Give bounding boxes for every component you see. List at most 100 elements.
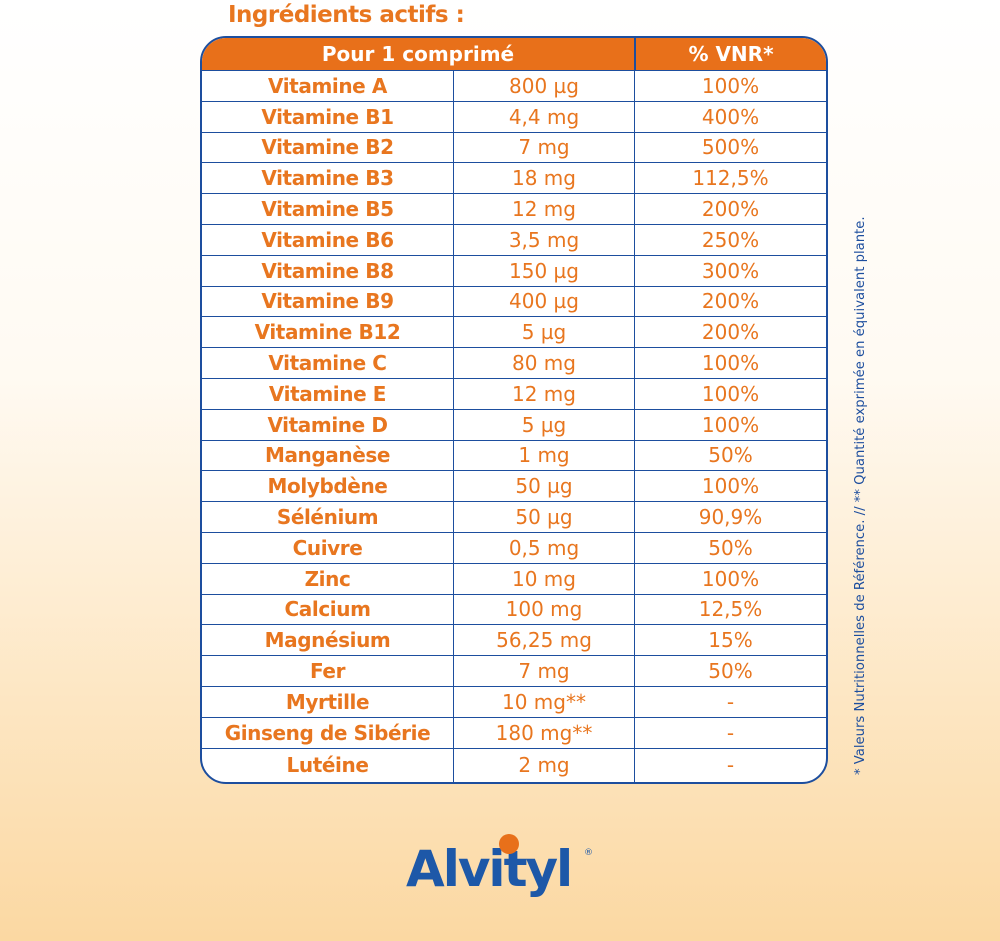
ingredient-name: Calcium xyxy=(202,594,454,625)
table-row: Vitamine B9 400 µg 200% xyxy=(202,285,826,317)
table-row: Manganèse 1 mg 50% xyxy=(202,439,826,471)
section-title: Ingrédients actifs : xyxy=(228,2,465,28)
ingredient-name: Manganèse xyxy=(202,440,454,471)
ingredient-vnr: 112,5% xyxy=(692,166,769,191)
ingredient-name: Fer xyxy=(202,656,454,686)
ingredient-vnr: 250% xyxy=(701,227,760,252)
ingredient-amount: 12 mg xyxy=(454,378,635,409)
table-header: Pour 1 comprimé % VNR* xyxy=(202,38,826,70)
ingredient-amount: 3,5 mg xyxy=(454,224,635,255)
table-row: Fer 7 mg 50% xyxy=(202,655,826,686)
ingredient-vnr: 50% xyxy=(708,443,753,468)
footnote: * Valeurs Nutritionnelles de Référence. … xyxy=(853,216,868,775)
ingredient-amount: 12 mg xyxy=(454,194,635,224)
table-row: Calcium 100 mg 12,5% xyxy=(202,593,826,625)
ingredient-vnr: - xyxy=(726,689,735,714)
ingredient-name: Vitamine B12 xyxy=(202,317,454,348)
ingredient-name: Vitamine B3 xyxy=(202,163,454,194)
ingredient-amount: 5 µg xyxy=(454,317,635,348)
ingredient-name: Myrtille xyxy=(202,686,454,717)
ingredient-name: Vitamine B8 xyxy=(202,255,454,286)
table-row: Lutéine 2 mg - xyxy=(202,747,826,782)
ingredient-vnr: 200% xyxy=(701,197,760,222)
ingredient-name: Vitamine D xyxy=(202,409,454,440)
ingredient-name: Molybdène xyxy=(202,471,454,502)
ingredient-vnr: 100% xyxy=(701,381,760,406)
ingredient-amount: 0,5 mg xyxy=(454,532,635,563)
ingredient-amount: 4,4 mg xyxy=(454,101,635,132)
ingredient-vnr: 100% xyxy=(701,474,760,499)
ingredient-amount: 10 mg** xyxy=(454,686,635,717)
ingredient-vnr: 90,9% xyxy=(698,505,763,530)
table-row: Vitamine B1 4,4 mg 400% xyxy=(202,100,826,132)
ingredient-vnr: 12,5% xyxy=(698,597,763,622)
table-row: Zinc 10 mg 100% xyxy=(202,562,826,594)
ingredient-name: Magnésium xyxy=(202,625,454,656)
table-row: Vitamine B8 150 µg 300% xyxy=(202,254,826,286)
ingredient-name: Vitamine A xyxy=(202,71,454,101)
ingredient-vnr: 400% xyxy=(701,104,760,129)
ingredient-vnr: 500% xyxy=(701,135,760,160)
ingredient-name: Ginseng de Sibérie xyxy=(202,717,454,748)
table-row: Magnésium 56,25 mg 15% xyxy=(202,624,826,656)
ingredient-amount: 150 µg xyxy=(454,255,635,286)
table-row: Molybdène 50 µg 100% xyxy=(202,470,826,502)
ingredient-amount: 180 mg** xyxy=(454,717,635,748)
ingredient-name: Vitamine B5 xyxy=(202,194,454,224)
ingredient-vnr: 50% xyxy=(708,659,753,684)
table-row: Vitamine C 80 mg 100% xyxy=(202,347,826,378)
ingredient-name: Vitamine B1 xyxy=(202,101,454,132)
logo-dot-icon xyxy=(499,834,519,854)
table-row: Myrtille 10 mg** - xyxy=(202,685,826,717)
ingredient-vnr: 200% xyxy=(701,320,760,345)
table-row: Vitamine B2 7 mg 500% xyxy=(202,131,826,163)
ingredient-amount: 80 mg xyxy=(454,348,635,378)
ingredient-amount: 400 µg xyxy=(454,286,635,317)
table-row: Vitamine B12 5 µg 200% xyxy=(202,316,826,348)
ingredient-name: Vitamine B6 xyxy=(202,224,454,255)
ingredient-vnr: - xyxy=(726,720,735,745)
brand-logo: Alvityl ® xyxy=(406,834,596,920)
table-row: Cuivre 0,5 mg 50% xyxy=(202,531,826,563)
table-row: Vitamine B6 3,5 mg 250% xyxy=(202,223,826,255)
ingredient-name: Vitamine B9 xyxy=(202,286,454,317)
ingredient-name: Zinc xyxy=(202,563,454,594)
ingredient-amount: 7 mg xyxy=(454,656,635,686)
ingredient-amount: 10 mg xyxy=(454,563,635,594)
ingredient-name: Lutéine xyxy=(202,748,454,782)
table-row: Vitamine B5 12 mg 200% xyxy=(202,193,826,224)
ingredient-vnr: 50% xyxy=(708,535,753,560)
table-row: Sélénium 50 µg 90,9% xyxy=(202,501,826,532)
header-vnr: % VNR* xyxy=(688,42,774,66)
ingredient-name: Vitamine B2 xyxy=(202,132,454,163)
table-row: Vitamine E 12 mg 100% xyxy=(202,377,826,409)
table-row: Ginseng de Sibérie 180 mg** - xyxy=(202,716,826,748)
table-row: Vitamine A 800 µg 100% xyxy=(202,70,826,101)
ingredient-amount: 5 µg xyxy=(454,409,635,440)
ingredient-vnr: 100% xyxy=(701,412,760,437)
ingredient-amount: 18 mg xyxy=(454,163,635,194)
ingredient-amount: 56,25 mg xyxy=(454,625,635,656)
ingredients-table: Pour 1 comprimé % VNR* Vitamine A 800 µg 1… xyxy=(200,36,828,784)
ingredient-name: Vitamine E xyxy=(202,378,454,409)
table-row: Vitamine B3 18 mg 112,5% xyxy=(202,162,826,194)
ingredient-amount: 7 mg xyxy=(454,132,635,163)
ingredient-vnr: 100% xyxy=(701,73,760,98)
ingredient-amount: 50 µg xyxy=(454,471,635,502)
ingredient-vnr: 300% xyxy=(701,258,760,283)
ingredient-name: Sélénium xyxy=(202,502,454,532)
ingredient-amount: 800 µg xyxy=(454,71,635,101)
ingredient-vnr: 100% xyxy=(701,566,760,591)
ingredient-amount: 50 µg xyxy=(454,502,635,532)
header-per-tablet: Pour 1 comprimé xyxy=(202,38,636,70)
ingredient-name: Vitamine C xyxy=(202,348,454,378)
ingredient-amount: 1 mg xyxy=(454,440,635,471)
ingredient-vnr: 100% xyxy=(701,351,760,376)
registered-mark: ® xyxy=(584,848,593,858)
ingredient-amount: 2 mg xyxy=(454,748,635,782)
ingredient-vnr: 15% xyxy=(708,628,753,653)
ingredient-amount: 100 mg xyxy=(454,594,635,625)
ingredient-name: Cuivre xyxy=(202,532,454,563)
ingredient-vnr: 200% xyxy=(701,289,760,314)
